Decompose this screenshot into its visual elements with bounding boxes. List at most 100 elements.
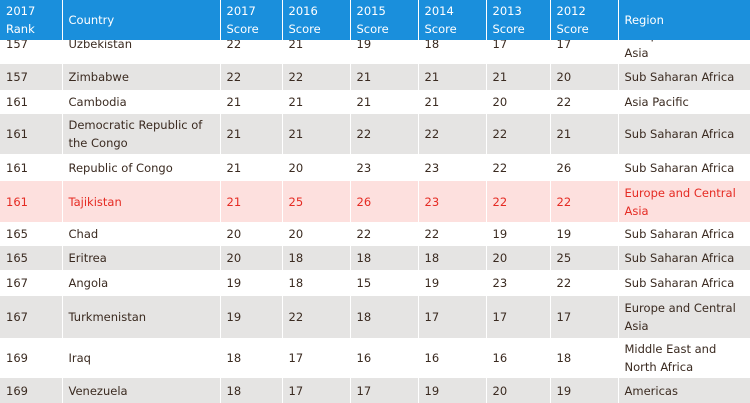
table-cell: Sub Saharan Africa [617, 246, 750, 270]
table-cell: 157 [6, 37, 28, 51]
table-cell: 17 [485, 296, 550, 338]
header-label: 2014 Score [424, 4, 457, 36]
table-cell: 165 [6, 227, 28, 241]
header-label: 2012 Score [556, 4, 589, 36]
table-cell: Democratic Republic of the Congo [61, 114, 220, 154]
table-cell: 21 [219, 114, 282, 154]
header-row: 2017 Rank Country 2017 Score 2016 Score 2015… [0, 0, 750, 40]
table-body: 157Uzbekistan222119181717Europe and Cent… [0, 24, 750, 403]
table-row: 161 Tajikistan 21 25 26 23 22 22 Europe and Cent… [0, 181, 750, 222]
header-cell: 2016 Score [281, 0, 350, 40]
table-cell: 22 [281, 64, 350, 90]
table-cell: Eritrea [61, 246, 220, 270]
table-row: 169 Iraq 18 17 16 16 16 18 Middle East and North… [0, 338, 750, 378]
table-cell: 18 [417, 246, 486, 270]
table-cell: 167 [6, 276, 28, 290]
table-cell: Republic of Congo [61, 154, 220, 181]
table-cell: Tajikistan [61, 181, 220, 222]
table-cell: 22 [549, 270, 618, 296]
table-cell: 22 [349, 114, 418, 154]
table-cell: 17 [549, 296, 618, 338]
header-label: Country [68, 13, 115, 27]
table-cell: 21 [281, 114, 350, 154]
header-cell: 2014 Score [417, 0, 486, 40]
table-cell: 157 [0, 64, 62, 90]
table-cell: 161 [6, 160, 28, 175]
table-cell: 18 [281, 246, 350, 270]
table-row: 167 Turkmenistan 19 22 18 17 17 17 Europe and Ce… [0, 296, 750, 338]
table-cell: Chad [61, 222, 220, 246]
table-cell: 19 [549, 222, 618, 246]
table-cell: Cambodia [61, 90, 220, 114]
header-label: Region [624, 13, 664, 27]
table-cell: 20 [281, 154, 350, 181]
table-row: 165 Chad 20 20 22 22 19 19 Sub Saharan Africa [0, 222, 750, 246]
table-cell: 20 [485, 246, 550, 270]
table-cell: 20 [485, 90, 550, 114]
table-cell: 26 [349, 181, 418, 222]
table-cell: 23 [417, 154, 486, 181]
table-cell: 20 [281, 222, 350, 246]
table-cell: Angola [61, 270, 220, 296]
table-row: 157 Zimbabwe 22 22 21 21 21 20 Sub Saharan Afric… [0, 64, 750, 90]
table-cell: 19 [219, 270, 282, 296]
table-cell: 22 [485, 114, 550, 154]
header-label: 2017 Rank [6, 4, 36, 36]
table-cell: Americas [617, 378, 750, 403]
table-cell: 18 [349, 296, 418, 338]
table-cell: Sub Saharan Africa [617, 64, 750, 90]
table-cell: Europe and Central Asia [617, 296, 750, 338]
table-row: 161 Republic of Congo 21 20 23 23 22 26 Sub Saha… [0, 154, 750, 181]
table-cell: 22 [281, 296, 350, 338]
table-row: 167 Angola 19 18 15 19 23 22 Sub Saharan Africa [0, 270, 750, 296]
table-row: 161 Democratic Republic of the Congo 21 21 2… [0, 114, 750, 154]
header-cell: 2012 Score [549, 0, 618, 40]
table-cell: 22 [549, 90, 618, 114]
table-cell: 21 [417, 64, 486, 90]
table-cell: 20 [549, 64, 618, 90]
header-cell: 2013 Score [485, 0, 550, 40]
table-cell: 20 [485, 378, 550, 403]
table-cell: 21 [485, 64, 550, 90]
table-cell: Asia Pacific [617, 90, 750, 114]
table-cell: 23 [417, 181, 486, 222]
table-cell: Zimbabwe [61, 64, 220, 90]
table-cell: 15 [349, 270, 418, 296]
table-cell: 17 [281, 338, 350, 378]
table-cell: 19 [549, 378, 618, 403]
table-cell: 26 [549, 154, 618, 181]
table-cell: 20 [219, 222, 282, 246]
table-cell: 19 [219, 296, 282, 338]
table-cell: 20 [219, 246, 282, 270]
table-cell: 21 [417, 90, 486, 114]
table-row: 161 Cambodia 21 21 21 21 20 22 Asia Pacific [0, 90, 750, 114]
table-cell: 18 [281, 270, 350, 296]
table-cell: 21 [219, 181, 282, 222]
table-cell: 25 [549, 246, 618, 270]
table-cell: 18 [349, 246, 418, 270]
table-cell: 161 [0, 181, 62, 222]
table-cell: 21 [349, 64, 418, 90]
table-cell: 21 [549, 114, 618, 154]
table-cell: 21 [281, 90, 350, 114]
table-cell: 18 [549, 338, 618, 378]
table-cell: Sub Saharan Africa [617, 114, 750, 154]
header-cell: 2015 Score [349, 0, 418, 40]
table-cell: Iraq [61, 338, 220, 378]
table-cell: 16 [485, 338, 550, 378]
table-cell: 19 [417, 270, 486, 296]
header-cell: 2017 Score [219, 0, 282, 40]
table-cell: 22 [219, 64, 282, 90]
table-cell: 22 [549, 181, 618, 222]
table-cell: Middle East and North Africa [617, 338, 750, 378]
table-cell: 169 [0, 378, 62, 403]
header-cell: 2017 Rank [0, 0, 62, 40]
table-row: 157Uzbekistan222119181717Europe and Cent… [0, 24, 750, 64]
table-cell: Europe and Central Asia [617, 181, 750, 222]
table-cell: 17 [349, 378, 418, 403]
table-cell: 17 [417, 296, 486, 338]
table-cell: 169 [6, 351, 28, 365]
table-cell: 21 [219, 154, 282, 181]
table-row: 169 Venezuela 18 17 17 19 20 19 Americas [0, 378, 750, 403]
table-cell: 22 [417, 222, 486, 246]
